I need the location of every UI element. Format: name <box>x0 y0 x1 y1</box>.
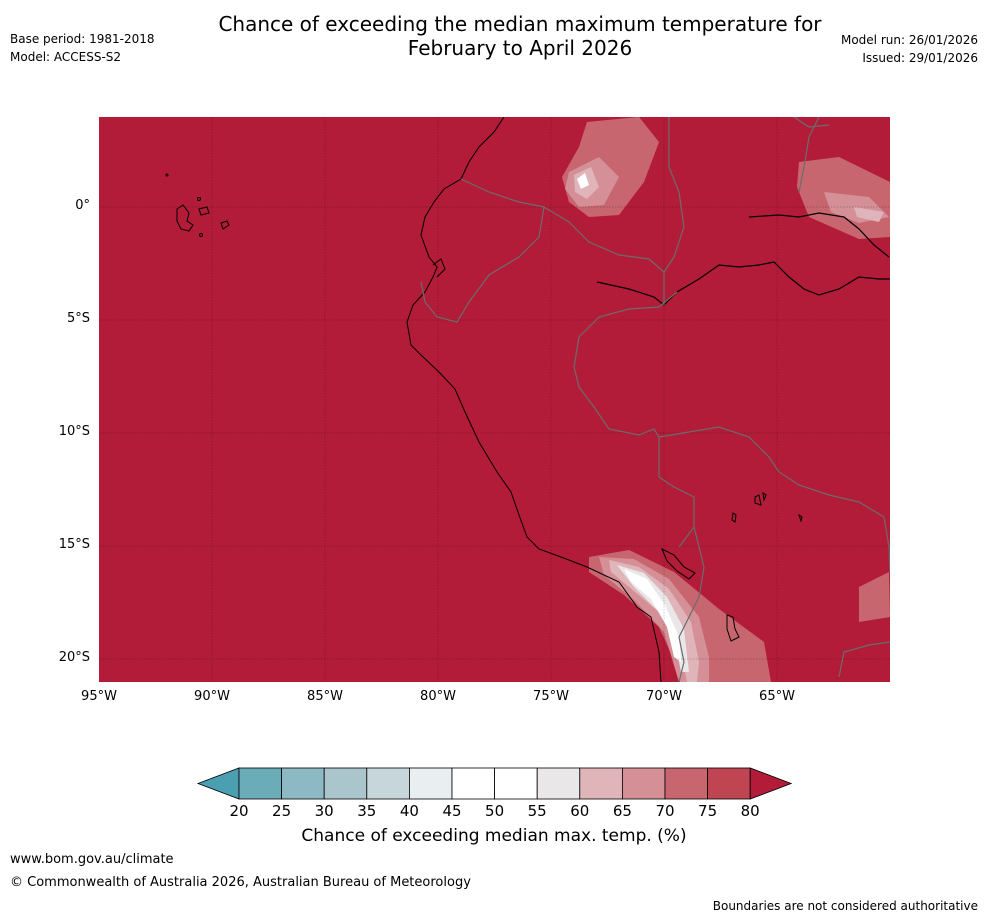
country-boundaries <box>420 117 890 682</box>
colorbar-segment <box>707 767 751 800</box>
colorbar-segment <box>408 767 453 800</box>
base-period: Base period: 1981-2018 <box>10 32 155 46</box>
colorbar: 20 25 30 35 40 45 50 55 60 65 70 75 80 <box>196 767 793 820</box>
lon-label-75w: 75°W <box>533 689 569 704</box>
colorbar-tick-label: 75 <box>698 802 717 820</box>
colorbar-ticks: 20 25 30 35 40 45 50 55 60 65 70 75 80 <box>229 802 759 820</box>
colorbar-tick-label: 25 <box>272 802 291 820</box>
colorbar-tick-label: 55 <box>528 802 547 820</box>
title-line-2: February to April 2026 <box>407 36 633 60</box>
river <box>596 261 890 306</box>
colorbar-tick-label: 35 <box>357 802 376 820</box>
colorbar-segment <box>494 767 538 800</box>
colorbar-tick-label: 70 <box>655 802 674 820</box>
colorbar-tick-label: 30 <box>315 802 334 820</box>
colorbar-extend-high <box>749 767 793 800</box>
colorbar-segment <box>366 767 410 800</box>
lat-label-20s: 20°S <box>58 650 90 665</box>
colorbar-segment <box>238 767 282 800</box>
colorbar-segment <box>323 767 368 800</box>
lat-label-10s: 10°S <box>58 424 90 439</box>
map-panel <box>99 117 890 682</box>
lat-label-15s: 15°S <box>58 537 90 552</box>
colorbar-tick-label: 50 <box>485 802 504 820</box>
coastline <box>406 117 662 682</box>
lon-label-90w: 90°W <box>194 689 230 704</box>
colorbar-segment <box>451 767 495 800</box>
gulf-coast-detail <box>432 258 446 278</box>
meta-left: Base period: 1981-2018 Model: ACCESS-S2 <box>10 30 155 66</box>
colorbar-tick-label: 40 <box>400 802 419 820</box>
colorbar-extend-low <box>196 767 240 800</box>
colorbar-tick-label: 80 <box>741 802 760 820</box>
map-background <box>99 117 890 682</box>
river-north <box>748 212 890 258</box>
lon-label-80w: 80°W <box>420 689 456 704</box>
lon-label-85w: 85°W <box>307 689 343 704</box>
model-run: Model run: 26/01/2026 <box>840 33 978 47</box>
colorbar-segments <box>196 767 793 800</box>
meta-right: Model run: 26/01/2026 Issued: 29/01/2026 <box>841 31 978 67</box>
colorbar-title: Chance of exceeding median max. temp. (%… <box>301 826 687 846</box>
chart-title: Chance of exceeding the median maximum t… <box>150 12 890 60</box>
colorbar-tick-label: 20 <box>229 802 248 820</box>
lon-label-65w: 65°W <box>759 689 795 704</box>
model-name: Model: ACCESS-S2 <box>10 50 122 64</box>
lon-label-95w: 95°W <box>81 689 117 704</box>
footer-url: www.bom.gov.au/climate <box>10 852 174 867</box>
colorbar-segment <box>281 767 325 800</box>
colorbar-tick-label: 65 <box>613 802 632 820</box>
colorbar-segment <box>664 767 708 800</box>
lakes <box>661 491 803 642</box>
lat-label-5s: 5°S <box>66 311 90 326</box>
colorbar-tick-label: 60 <box>570 802 589 820</box>
footer-note: Boundaries are not considered authoritat… <box>712 899 978 913</box>
lon-label-70w: 70°W <box>646 689 682 704</box>
issued-date: Issued: 29/01/2026 <box>862 51 978 65</box>
footer-copyright: © Commonwealth of Australia 2026, Austra… <box>10 875 471 890</box>
lat-label-0: 0° <box>75 198 90 213</box>
colorbar-segment <box>536 767 581 800</box>
colorbar-segment <box>621 767 666 800</box>
galapagos-islands <box>165 173 230 237</box>
colorbar-segment <box>579 767 623 800</box>
title-line-1: Chance of exceeding the median maximum t… <box>218 12 822 36</box>
colorbar-tick-label: 45 <box>442 802 461 820</box>
